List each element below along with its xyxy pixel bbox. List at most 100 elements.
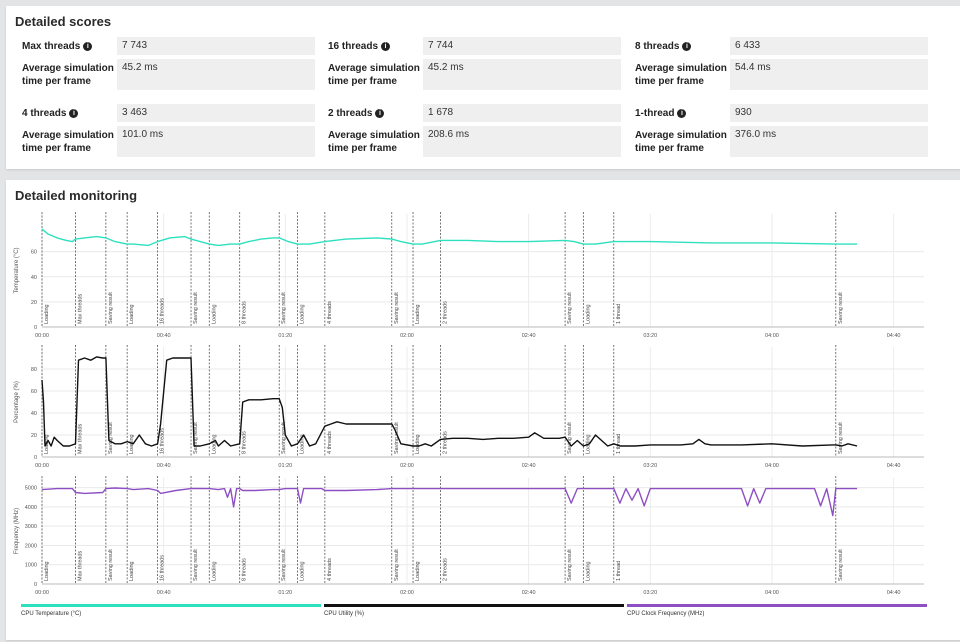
x-tick-label: 01:20	[278, 463, 292, 469]
score-value: 6 433	[730, 37, 928, 55]
x-tick-label: 02:40	[522, 463, 536, 469]
x-tick-label: 03:20	[643, 463, 657, 469]
phase-marker-label: 2 threads	[442, 301, 448, 324]
score-label-text: 4 threads	[22, 108, 67, 119]
legend-swatch[interactable]	[324, 604, 624, 607]
phase-marker-label: 8 threads	[242, 558, 248, 581]
info-icon[interactable]: i	[381, 41, 391, 51]
score-label-text: Max threads	[22, 41, 81, 52]
series-line	[41, 487, 858, 517]
phase-marker-label: 2 threads	[442, 431, 448, 454]
detailed-scores-title: Detailed scores	[15, 14, 112, 29]
x-tick-label: 04:40	[887, 590, 901, 596]
phase-marker-label: Saving result	[394, 422, 400, 454]
series-line	[41, 356, 858, 447]
score-value: 7 744	[423, 37, 621, 55]
info-icon[interactable]: i	[83, 41, 93, 51]
phase-marker-label: 1 thread	[616, 304, 622, 324]
y-tick-label: 0	[34, 582, 37, 588]
x-tick-label: 04:00	[765, 463, 779, 469]
x-tick-label: 00:00	[35, 333, 49, 339]
sim-time-label: Average simulation time per frame	[22, 63, 114, 87]
phase-marker-label: Loading	[415, 561, 421, 581]
y-tick-label: 1000	[25, 563, 37, 569]
score-value: 930	[730, 104, 928, 122]
phase-marker-label: 1 thread	[616, 561, 622, 581]
phase-marker-label: Saving result	[193, 292, 199, 324]
x-tick-label: 04:00	[765, 333, 779, 339]
phase-marker-label: Saving result	[281, 292, 287, 324]
legend-label: CPU Temperature (°C)	[21, 611, 82, 617]
x-tick-label: 02:40	[522, 333, 536, 339]
phase-marker-label: Loading	[129, 304, 135, 324]
series-line	[41, 228, 858, 247]
y-tick-label: 80	[31, 367, 37, 373]
sim-time-label: Average simulation time per frame	[328, 63, 420, 87]
y-tick-label: 3000	[25, 524, 37, 530]
phase-marker-label: 1 thread	[616, 434, 622, 454]
info-icon[interactable]: i	[682, 41, 692, 51]
phase-marker-label: Saving result	[108, 422, 114, 454]
score-label: 2 threads i	[328, 107, 385, 120]
score-label: Max threads i	[22, 40, 93, 53]
info-icon[interactable]: i	[677, 108, 687, 118]
score-label-text: 1-thread	[635, 108, 675, 119]
x-tick-label: 03:20	[643, 590, 657, 596]
monitoring-charts: 0 20 40 60 00:00 00:40 01:20 02:00 02:40 03:20 04:…	[14, 212, 924, 596]
y-tick-label: 20	[31, 433, 37, 439]
legend-swatch[interactable]	[21, 604, 321, 607]
phase-marker-label: Saving result	[281, 422, 287, 454]
score-label-text: 16 threads	[328, 41, 379, 52]
y-tick-label: 40	[31, 411, 37, 417]
x-tick-label: 00:40	[157, 463, 171, 469]
phase-marker-label: Saving result	[394, 549, 400, 581]
y-tick-label: 60	[31, 389, 37, 395]
phase-marker-label: Max threads	[77, 550, 83, 581]
x-tick-label: 02:40	[522, 590, 536, 596]
legend-label: CPU Clock Frequency (MHz)	[627, 611, 705, 617]
phase-marker-label: Saving result	[567, 292, 573, 324]
score-label: 16 threads i	[328, 40, 391, 53]
x-tick-label: 04:40	[887, 333, 901, 339]
phase-marker-label: Loading	[299, 434, 305, 454]
score-value: 3 463	[117, 104, 315, 122]
sim-time-value: 101.0 ms	[117, 126, 315, 157]
score-value: 7 743	[117, 37, 315, 55]
score-label-text: 2 threads	[328, 108, 373, 119]
phase-marker-label: Loading	[415, 434, 421, 454]
y-axis-label: Percentage (%)	[14, 381, 20, 423]
phase-marker-label: Saving result	[838, 422, 844, 454]
score-value: 1 678	[423, 104, 621, 122]
sim-time-value: 45.2 ms	[117, 59, 315, 90]
detailed-monitoring-title: Detailed monitoring	[15, 188, 138, 203]
score-label: 8 threads i	[635, 40, 692, 53]
phase-marker-label: Loading	[585, 561, 591, 581]
y-tick-label: 60	[31, 250, 37, 256]
sim-time-label: Average simulation time per frame	[328, 130, 420, 154]
phase-marker-label: 16 threads	[160, 555, 166, 581]
phase-marker-label: Loading	[299, 561, 305, 581]
sim-time-value: 54.4 ms	[730, 59, 928, 90]
phase-marker-label: Loading	[211, 304, 217, 324]
score-label-text: 8 threads	[635, 41, 680, 52]
phase-marker-label: 2 threads	[442, 558, 448, 581]
phase-marker-label: 4 threads	[327, 558, 333, 581]
phase-marker-label: Saving result	[567, 422, 573, 454]
legend-swatch[interactable]	[627, 604, 927, 607]
y-tick-label: 4000	[25, 505, 37, 511]
y-tick-label: 20	[31, 300, 37, 306]
phase-marker-label: Max threads	[77, 293, 83, 324]
phase-marker-label: 4 threads	[327, 431, 333, 454]
phase-marker-label: Saving result	[838, 549, 844, 581]
phase-marker-label: Loading	[129, 434, 135, 454]
info-icon[interactable]: i	[375, 108, 385, 118]
x-tick-label: 04:00	[765, 590, 779, 596]
info-icon[interactable]: i	[69, 108, 79, 118]
phase-marker-label: 4 threads	[327, 301, 333, 324]
phase-marker-label: Loading	[415, 304, 421, 324]
x-tick-label: 02:00	[400, 590, 414, 596]
phase-marker-label: Loading	[44, 434, 50, 454]
phase-marker-label: Loading	[44, 304, 50, 324]
x-tick-label: 04:40	[887, 463, 901, 469]
phase-marker-label: 8 threads	[242, 431, 248, 454]
